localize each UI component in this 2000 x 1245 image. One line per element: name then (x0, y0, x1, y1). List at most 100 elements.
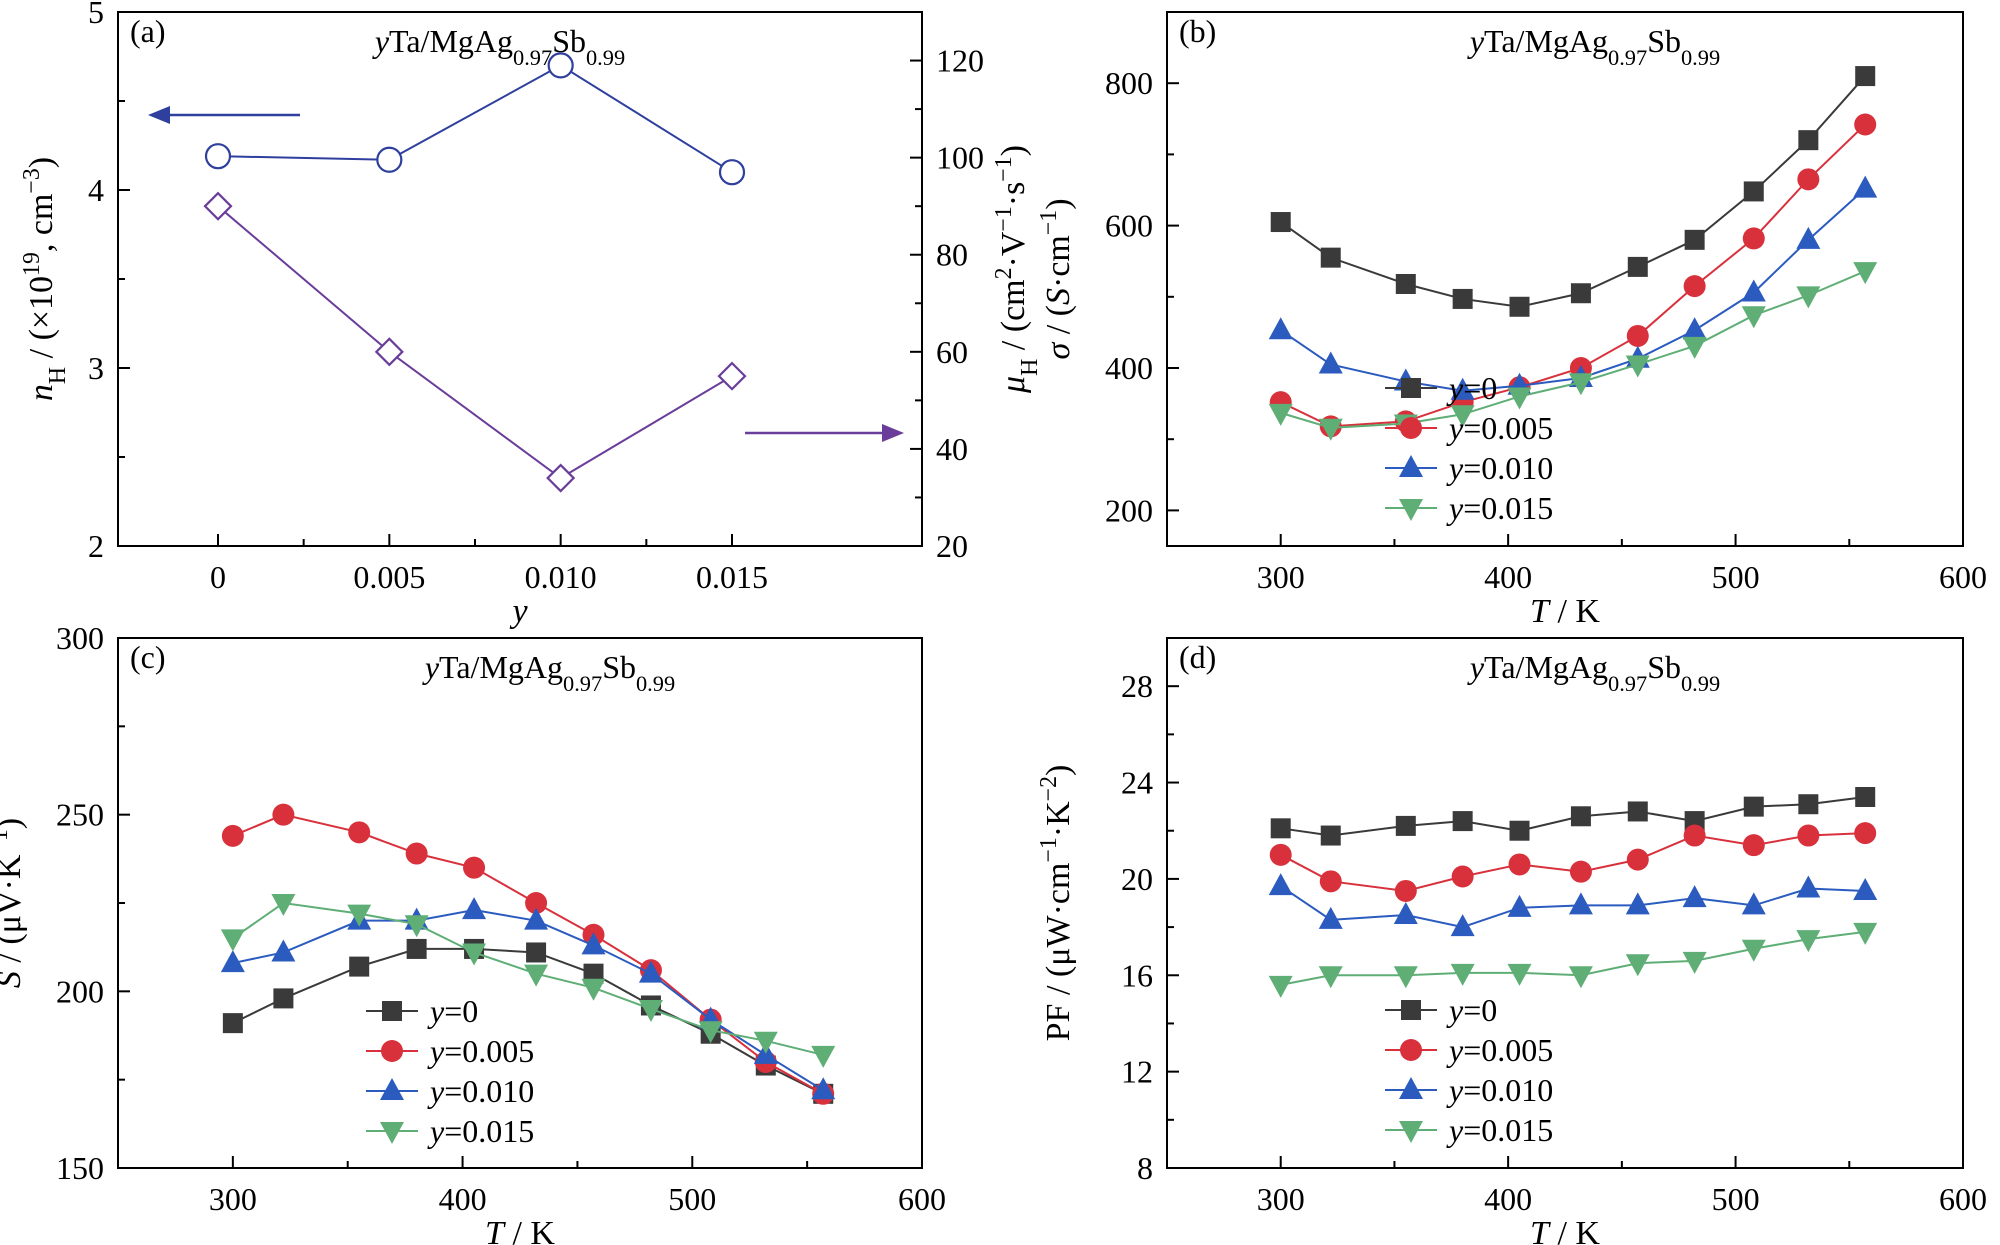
data-point (718, 159, 746, 186)
chart-panel-a: 0 0.005 0.010 0.015 2 3 4 5 20 40 60 80 100 120 y nH / … (19, 0, 1043, 630)
data-point (1568, 373, 1593, 396)
data-point (1318, 966, 1343, 989)
y-right-axis-label: μH / (cm2·V−1·s−1) (991, 145, 1043, 394)
series-carrier-concentration (204, 52, 746, 186)
data-point (638, 960, 663, 983)
data-point (1393, 902, 1418, 925)
series-y-0 (1270, 66, 1876, 317)
data-point (1269, 843, 1292, 866)
data-point (1507, 963, 1532, 986)
data-point (811, 1077, 836, 1100)
data-point (524, 907, 549, 930)
x-tick-label: 0.015 (696, 559, 768, 595)
data-point (1796, 226, 1821, 249)
data-point (1797, 824, 1820, 847)
y-right-tick-label: 100 (936, 140, 984, 176)
y-tick-label: 24 (1121, 765, 1153, 801)
data-point (271, 939, 296, 962)
legend-marker (1401, 378, 1421, 398)
data-point (1683, 824, 1706, 847)
plot-frame (1166, 637, 1964, 1169)
data-point (1570, 806, 1591, 827)
data-point (1626, 848, 1649, 871)
data-point (404, 915, 429, 938)
y-axis-label: σ / (S·cm−1) (1036, 198, 1077, 359)
legend-marker (1399, 1077, 1423, 1099)
data-point (1508, 853, 1531, 876)
data-point (1268, 317, 1293, 340)
y-tick-label: 4 (88, 172, 104, 208)
legend-label: y=0 (1446, 992, 1497, 1028)
data-point (1569, 860, 1592, 883)
data-point (1507, 894, 1532, 917)
series-y-0.015 (220, 894, 836, 1068)
data-point (1853, 262, 1878, 285)
data-point (1853, 175, 1878, 198)
x-tick-label: 300 (209, 1181, 257, 1217)
data-point (1798, 794, 1819, 815)
legend-marker (382, 1001, 402, 1021)
y-tick-label: 300 (56, 620, 104, 656)
data-point (546, 463, 576, 493)
chart-panel-d: 300 400 500 600 8 12 16 20 24 28 T / K PF / (μW·cm−… (1036, 637, 1987, 1245)
data-point (547, 52, 574, 79)
data-point (1682, 951, 1707, 974)
data-point (524, 964, 549, 987)
y-tick-label: 5 (88, 0, 104, 30)
y-tick-label: 400 (1105, 350, 1153, 386)
x-tick-label: 400 (439, 1181, 487, 1217)
series-line (1280, 75, 1866, 308)
series-line (1280, 832, 1866, 892)
data-point (204, 143, 232, 170)
data-point (1268, 975, 1293, 998)
data-point (1568, 966, 1593, 989)
legend-marker (1401, 1000, 1421, 1020)
data-point (1627, 801, 1648, 822)
series-mobility (203, 191, 747, 493)
data-point (1742, 227, 1765, 250)
data-point (1682, 317, 1707, 340)
data-point (1270, 212, 1291, 233)
series-y-0.015 (1268, 922, 1878, 998)
legend-marker (1399, 1121, 1423, 1143)
data-point (1855, 787, 1876, 807)
data-point (1452, 811, 1473, 832)
legend-label: y=0.015 (427, 1113, 534, 1149)
data-point (1625, 355, 1650, 378)
data-point (271, 894, 296, 916)
y-tick-label: 12 (1121, 1054, 1153, 1090)
data-point (406, 938, 427, 959)
legend-label: y=0.015 (1446, 490, 1553, 526)
data-point (1318, 351, 1343, 374)
x-tick-label: 500 (1712, 559, 1760, 595)
y-tick-label: 16 (1121, 957, 1153, 993)
data-point (1318, 906, 1343, 929)
legend-marker (1399, 499, 1423, 521)
data-point (1509, 820, 1530, 841)
data-point (753, 1031, 778, 1054)
data-point (1450, 405, 1475, 428)
legend-marker (1399, 455, 1423, 477)
data-point (1570, 283, 1591, 304)
legend: y=0 y=0.005 y=0.010 y=0.015 (366, 993, 534, 1149)
panel-label: (d) (1179, 639, 1216, 675)
x-axis-label: T / K (485, 1215, 555, 1245)
y-right-tick-label: 20 (936, 528, 968, 564)
y-tick-label: 250 (56, 797, 104, 833)
data-point (1627, 256, 1648, 277)
y-tick-label: 28 (1121, 668, 1153, 704)
data-point (1797, 168, 1820, 191)
data-point (1320, 247, 1341, 268)
series-y-0.010 (1268, 873, 1878, 937)
left-axis-arrow-head (148, 106, 170, 124)
data-point (583, 963, 604, 984)
data-point (405, 842, 428, 865)
data-point (272, 803, 295, 826)
series-y-0.015 (1268, 262, 1878, 441)
data-point (1741, 279, 1766, 302)
data-point (525, 892, 548, 914)
legend-label: y=0.010 (427, 1073, 534, 1109)
series-y-0.005 (1269, 822, 1877, 902)
legend-label: y=0.015 (1446, 1112, 1553, 1148)
